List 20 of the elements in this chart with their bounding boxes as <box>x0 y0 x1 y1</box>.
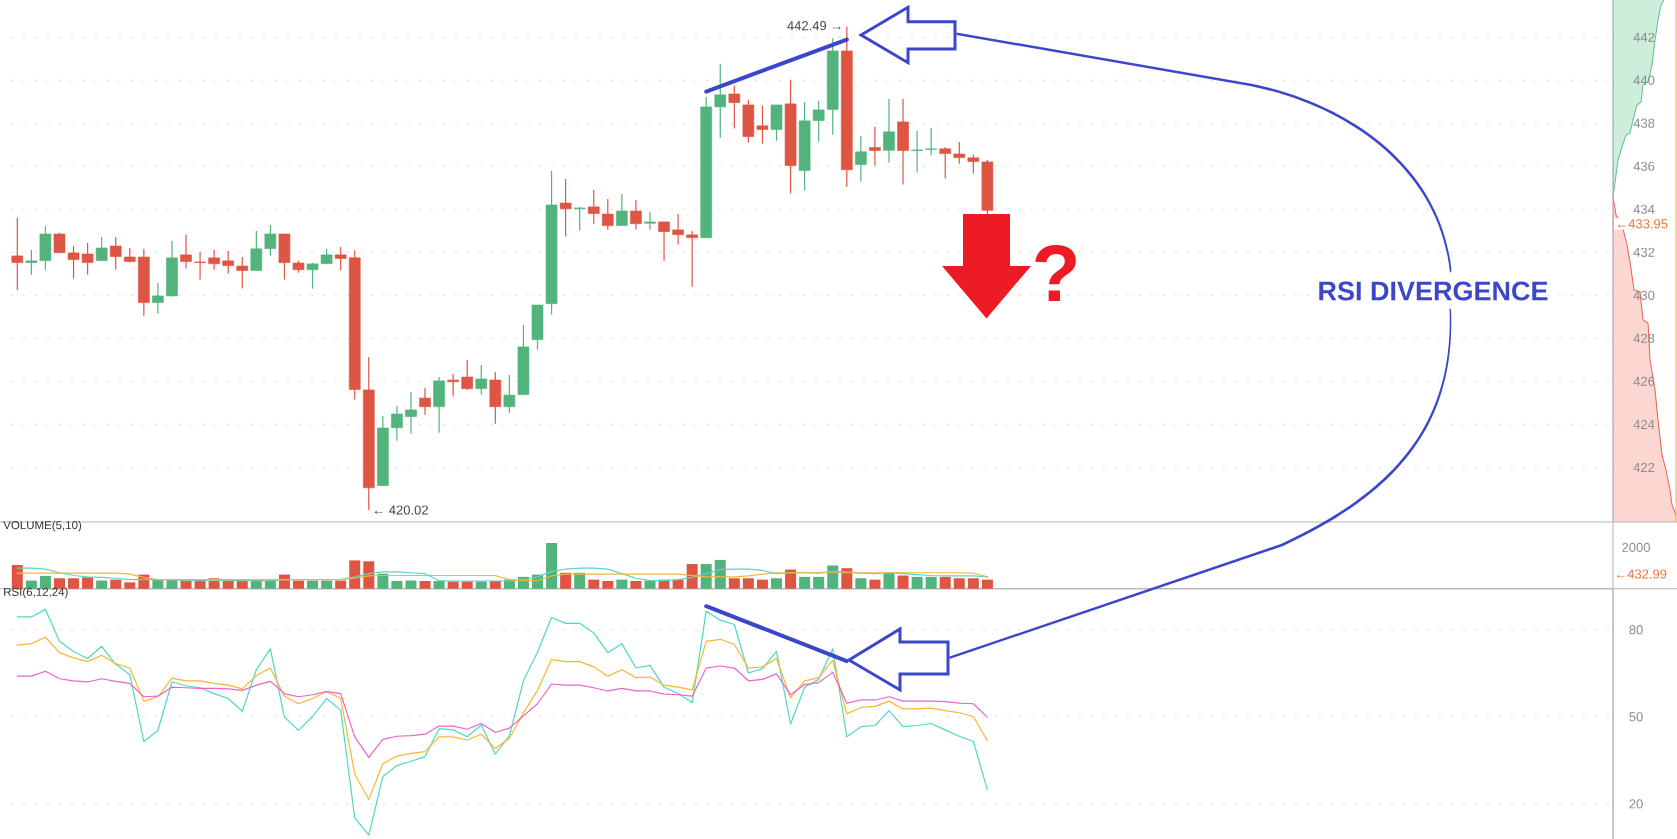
y-tick-label: 436 <box>1633 161 1655 171</box>
y-tick-label: 442 <box>1633 32 1655 42</box>
chart-title: RSI(6,12,24) <box>4 587 68 599</box>
text: 2000 <box>1622 542 1650 552</box>
y-tick-label: 424 <box>1633 419 1655 429</box>
y-tick-label: 80 <box>1629 625 1643 635</box>
y-tick-label: 432 <box>1633 247 1655 257</box>
annotation: 442.49 → <box>787 21 841 31</box>
y-tick-label: 20 <box>1629 799 1643 809</box>
text: ←432.99 <box>1616 569 1667 579</box>
y-tick-label: 440 <box>1633 75 1655 85</box>
y-tick-label: 422 <box>1633 462 1655 472</box>
y-tick-label: 438 <box>1633 118 1655 128</box>
annotation: RSI DIVERGENCE <box>1319 281 1548 301</box>
chart-title: VOLUME(5,10) <box>3 520 82 532</box>
text: ←433.95 <box>1617 219 1668 229</box>
y-tick-label: 434 <box>1633 204 1655 214</box>
y-tick-label: 50 <box>1629 712 1643 722</box>
annotation: ← 420.02 <box>374 505 428 515</box>
annotation: ? <box>1035 245 1076 301</box>
